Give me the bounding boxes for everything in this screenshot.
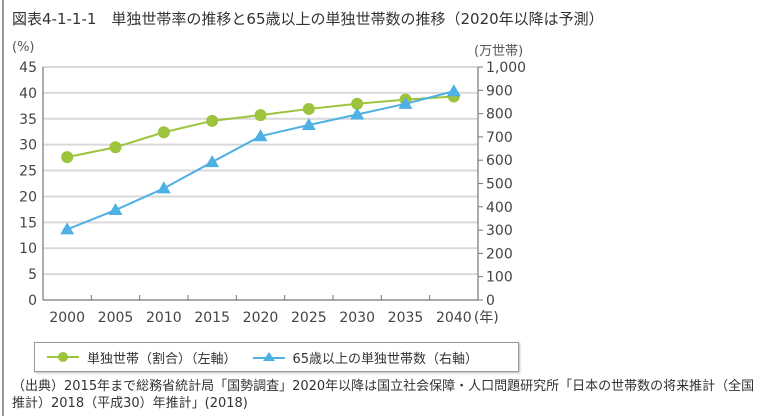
data-point-circle: [302, 102, 315, 115]
legend-label: 65歳以上の単独世帯数（右軸）: [292, 351, 479, 367]
x-tick-label: 2040: [436, 310, 472, 326]
y-left-tick-label: 25: [19, 164, 37, 180]
legend-item-single-household-rate: 単独世帯（割合）（左軸）: [45, 348, 237, 367]
x-tick-label: 2000: [49, 310, 85, 326]
y-right-tick-label: 500: [486, 177, 513, 193]
y-right-tick-label: 600: [486, 153, 513, 169]
x-tick-label: 2020: [243, 310, 279, 326]
data-point-triangle: [60, 222, 75, 235]
y-left-tick-label: 0: [28, 293, 37, 309]
y-right-tick-label: 800: [486, 107, 513, 123]
y-left-tick-label: 40: [19, 86, 37, 102]
x-axis-unit: (年): [474, 310, 499, 326]
x-tick-label: 2025: [291, 310, 327, 326]
x-tick-label: 2005: [98, 310, 134, 326]
data-point-circle: [157, 126, 170, 139]
data-point-triangle: [108, 203, 123, 216]
chart-title: 図表4-1-1-1 単独世帯率の推移と65歳以上の単独世帯数の推移（2020年以…: [12, 10, 604, 28]
y-left-tick-label: 45: [19, 60, 37, 76]
data-point-triangle: [156, 181, 171, 194]
data-point-triangle: [446, 84, 461, 97]
legend-triangle-marker-icon: [252, 352, 285, 361]
x-tick-label: 2010: [146, 310, 182, 326]
x-tick-label: 2015: [194, 310, 230, 326]
y-right-tick-label: 1,000: [486, 60, 526, 76]
data-point-circle: [109, 141, 122, 154]
x-tick-label: 2030: [339, 310, 375, 326]
legend-label: 単独世帯（割合）（左軸）: [87, 351, 237, 367]
data-point-triangle: [398, 96, 413, 109]
legend-item-elderly-single-households: 65歳以上の単独世帯数（右軸）: [251, 348, 479, 367]
legend-circle-marker-icon: [47, 352, 79, 362]
y-left-tick-label: 35: [19, 112, 37, 128]
y-right-tick-label: 900: [486, 83, 513, 99]
data-point-circle: [61, 151, 74, 164]
data-point-circle: [206, 114, 219, 127]
frame-left-border: [2, 0, 4, 416]
right-axis-unit: (万世帯): [474, 44, 524, 59]
y-left-tick-label: 30: [19, 138, 37, 154]
data-point-triangle: [253, 129, 268, 142]
data-point-circle: [351, 97, 364, 110]
y-left-tick-label: 20: [19, 189, 37, 205]
y-left-tick-label: 5: [28, 267, 37, 283]
legend: 単独世帯（割合）（左軸） 65歳以上の単独世帯数（右軸）: [34, 342, 519, 372]
y-left-tick-label: 15: [19, 215, 37, 231]
data-point-triangle: [301, 118, 316, 131]
data-point-triangle: [350, 107, 365, 120]
line-chart: 0510152025303540450100200300400500600700…: [19, 60, 526, 326]
left-axis-unit: (%): [12, 40, 35, 55]
y-left-tick-label: 10: [19, 241, 37, 257]
y-right-tick-label: 0: [486, 293, 495, 309]
y-right-tick-label: 200: [486, 246, 513, 262]
y-right-tick-label: 300: [486, 223, 513, 239]
data-point-circle: [254, 109, 267, 122]
source-note: （出典）2015年まで総務省統計局「国勢調査」2020年以降は国立社会保障・人口…: [12, 379, 755, 411]
y-right-tick-label: 100: [486, 270, 513, 286]
x-tick-label: 2035: [388, 310, 424, 326]
y-right-tick-label: 400: [486, 200, 513, 216]
data-point-triangle: [205, 155, 220, 168]
y-right-tick-label: 700: [486, 130, 513, 146]
